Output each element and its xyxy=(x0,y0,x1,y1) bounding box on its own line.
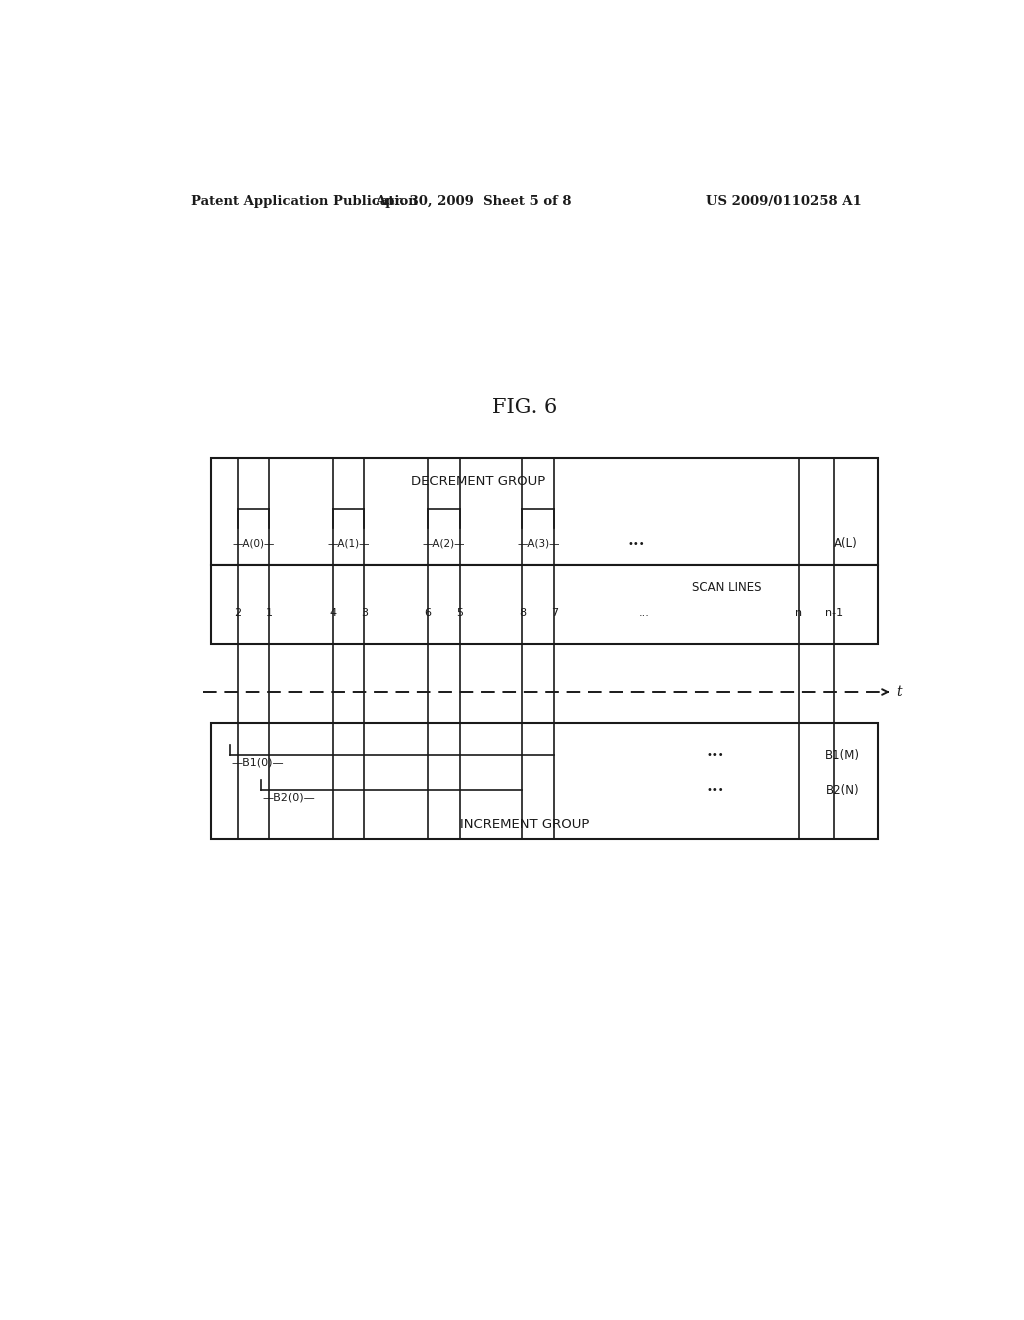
Text: FIG. 6: FIG. 6 xyxy=(493,397,557,417)
Text: —A(1)—: —A(1)— xyxy=(328,539,370,549)
Text: —B2(0)—: —B2(0)— xyxy=(263,792,315,803)
Text: —A(3)—: —A(3)— xyxy=(517,539,559,549)
Text: A(L): A(L) xyxy=(835,537,858,550)
Text: t: t xyxy=(896,685,902,700)
Text: 3: 3 xyxy=(361,607,368,618)
Text: 4: 4 xyxy=(329,607,336,618)
Text: 8: 8 xyxy=(519,607,526,618)
Text: —A(2)—: —A(2)— xyxy=(423,539,465,549)
Text: B2(N): B2(N) xyxy=(825,784,859,797)
Text: DECREMENT GROUP: DECREMENT GROUP xyxy=(411,475,545,488)
Text: 5: 5 xyxy=(457,607,463,618)
Text: 1: 1 xyxy=(266,607,272,618)
Text: Patent Application Publication: Patent Application Publication xyxy=(191,194,418,207)
Text: •••: ••• xyxy=(627,539,645,549)
Text: n-1: n-1 xyxy=(825,607,844,618)
Text: •••: ••• xyxy=(707,785,724,795)
Text: 2: 2 xyxy=(233,607,241,618)
Text: 6: 6 xyxy=(425,607,431,618)
Text: SCAN LINES: SCAN LINES xyxy=(692,581,762,594)
Text: ...: ... xyxy=(638,607,649,618)
Text: US 2009/0110258 A1: US 2009/0110258 A1 xyxy=(707,194,862,207)
Text: —B1(0)—: —B1(0)— xyxy=(231,758,284,767)
Text: —A(0)—: —A(0)— xyxy=(232,539,274,549)
Text: B1(M): B1(M) xyxy=(824,748,860,762)
Text: Apr. 30, 2009  Sheet 5 of 8: Apr. 30, 2009 Sheet 5 of 8 xyxy=(375,194,571,207)
Text: •••: ••• xyxy=(707,750,724,760)
Bar xyxy=(211,722,878,840)
Bar xyxy=(211,458,878,565)
Text: INCREMENT GROUP: INCREMENT GROUP xyxy=(460,817,590,830)
Bar xyxy=(211,565,878,644)
Text: 7: 7 xyxy=(551,607,558,618)
Text: n: n xyxy=(795,607,802,618)
